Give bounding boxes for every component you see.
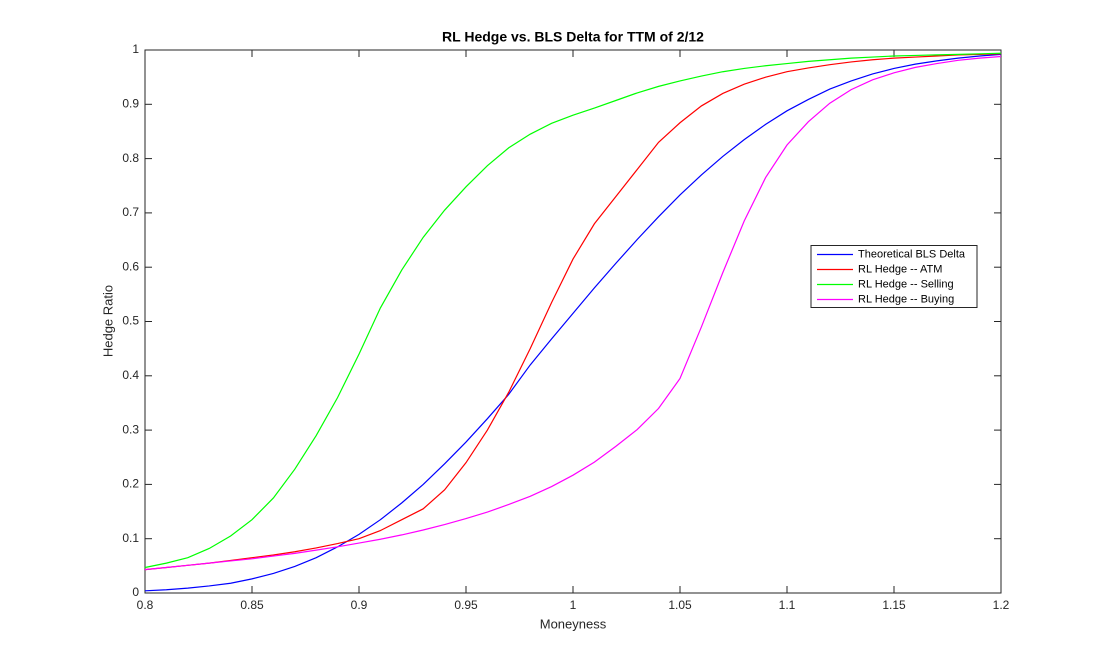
x-tick-label: 1 — [570, 598, 577, 612]
series-line — [144, 53, 1002, 592]
legend-label: RL Hedge -- Selling — [858, 278, 954, 290]
y-tick-label: 0.4 — [122, 368, 139, 382]
series-line — [144, 52, 1002, 569]
y-tick-label: 0.1 — [122, 531, 139, 545]
y-tick-label: 1 — [132, 42, 139, 56]
series-line — [144, 55, 1002, 571]
y-tick-label: 0.6 — [122, 259, 139, 273]
chart-title: RL Hedge vs. BLS Delta for TTM of 2/12 — [442, 29, 704, 45]
x-tick-label: 0.9 — [351, 598, 368, 612]
x-tick-label: 0.8 — [137, 598, 154, 612]
x-tick-label: 0.85 — [240, 598, 264, 612]
y-tick-label: 0 — [132, 585, 139, 599]
legend-label: RL Hedge -- Buying — [858, 293, 954, 305]
x-tick-label: 1.15 — [882, 598, 906, 612]
y-axis-label: Hedge Ratio — [100, 285, 115, 357]
y-tick-label: 0.5 — [122, 314, 139, 328]
x-tick-label: 1.2 — [993, 598, 1010, 612]
x-axis-label: Moneyness — [540, 616, 607, 631]
y-tick-label: 0.8 — [122, 151, 139, 165]
y-tick-label: 0.2 — [122, 477, 139, 491]
x-tick-label: 1.05 — [668, 598, 692, 612]
legend-label: RL Hedge -- ATM — [858, 263, 942, 275]
x-tick-label: 1.1 — [779, 598, 796, 612]
series-line — [144, 53, 1002, 571]
legend-label: Theoretical BLS Delta — [858, 248, 966, 260]
y-tick-label: 0.7 — [122, 205, 139, 219]
x-tick-label: 0.95 — [454, 598, 478, 612]
y-tick-label: 0.9 — [122, 96, 139, 110]
plot-area — [144, 49, 1002, 594]
y-tick-label: 0.3 — [122, 422, 139, 436]
legend-box — [810, 245, 978, 308]
